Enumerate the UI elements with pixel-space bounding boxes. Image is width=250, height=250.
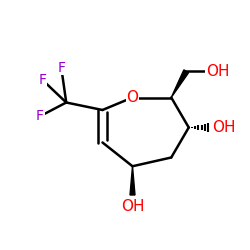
Text: OH: OH <box>212 120 236 135</box>
Text: O: O <box>126 90 138 105</box>
Text: F: F <box>36 109 44 123</box>
Polygon shape <box>171 70 189 98</box>
Text: OH: OH <box>206 64 230 79</box>
Text: F: F <box>38 73 46 87</box>
Polygon shape <box>130 166 135 195</box>
Text: F: F <box>57 60 65 74</box>
Text: OH: OH <box>121 199 144 214</box>
